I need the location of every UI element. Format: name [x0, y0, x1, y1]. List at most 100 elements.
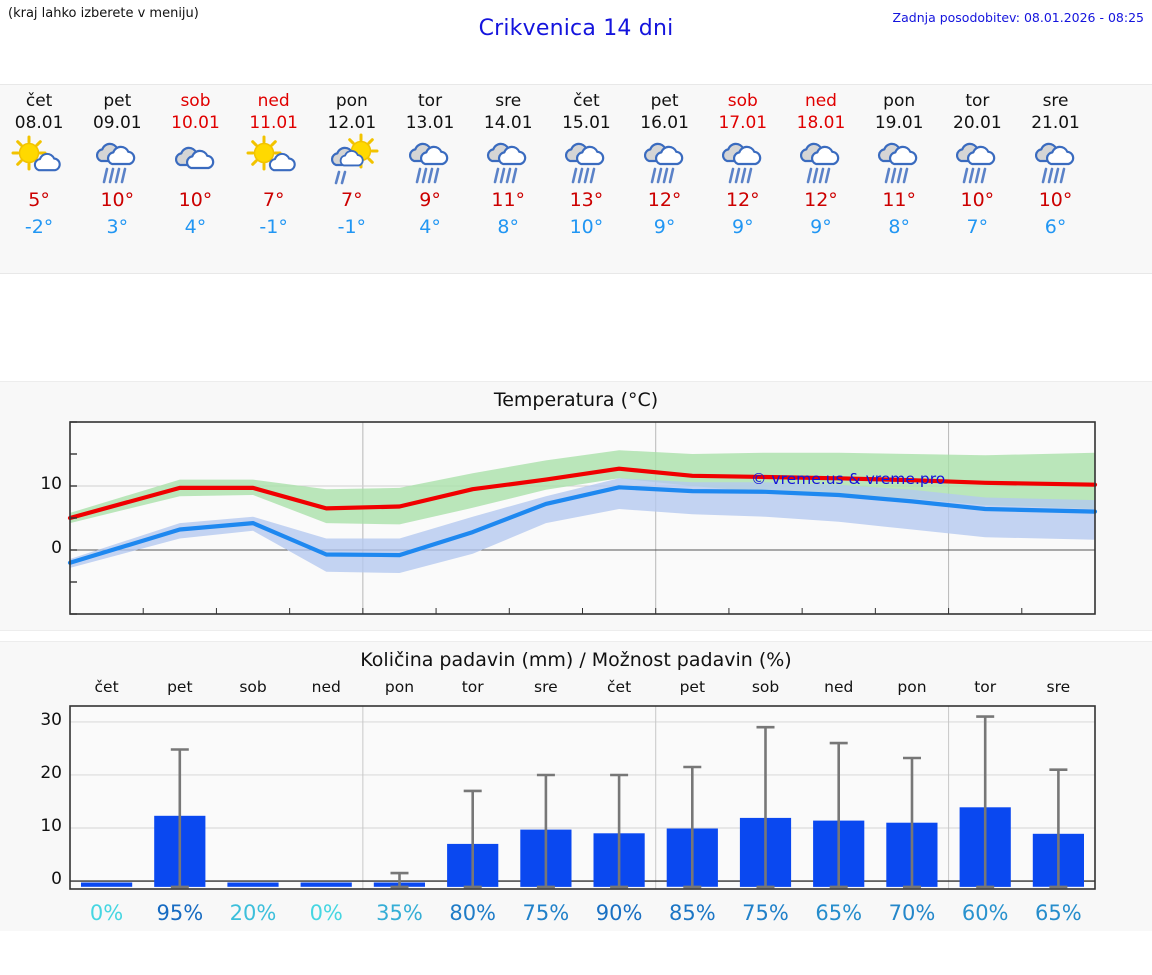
day-column: ned 11.01 7° -1°: [235, 85, 313, 273]
precipitation-bar: [227, 882, 279, 887]
max-temperature-label: 10°: [178, 189, 213, 211]
rain-cloud-icon: [481, 136, 535, 186]
max-temperature-label: 9°: [419, 189, 441, 211]
day-of-week-label: pon: [335, 91, 368, 111]
day-of-week-label: sre: [495, 91, 522, 111]
day-of-week-label: čet: [25, 91, 53, 111]
day-column: pet 09.01 10° 3°: [78, 85, 156, 273]
day-date-label: 09.01: [92, 113, 142, 133]
precipitation-probability-label: 0%: [309, 901, 343, 925]
max-temperature-label: 12°: [804, 189, 838, 211]
precipitation-day-label: pon: [384, 678, 415, 696]
precipitation-day-label: čet: [607, 678, 632, 696]
day-date-label: 11.01: [249, 113, 298, 133]
min-temperature-label: -2°: [24, 216, 54, 238]
day-column: pon 19.01 11° 8°: [860, 85, 938, 273]
sun-cloud-rain-icon: [325, 133, 379, 186]
precipitation-probability-label: 90%: [595, 901, 643, 925]
day-of-week-label: tor: [965, 91, 990, 111]
precipitation-day-label: sre: [1046, 678, 1071, 696]
last-updated-label: Zadnja posodobitev: 08.01.2026 - 08:25: [892, 10, 1144, 25]
precipitation-probability-label: 95%: [156, 901, 204, 925]
precipitation-bar: [81, 882, 133, 887]
day-date-label: 21.01: [1031, 113, 1080, 133]
max-temperature-label: 11°: [491, 189, 526, 211]
precipitation-y-tick-label: 30: [40, 709, 62, 730]
day-of-week-label: pet: [650, 91, 679, 111]
precipitation-probability-label: 85%: [668, 901, 716, 925]
rain-cloud-icon: [403, 136, 457, 186]
precipitation-day-label: pon: [897, 678, 927, 696]
day-of-week-label: čet: [573, 91, 600, 111]
day-date-label: 08.01: [14, 113, 64, 133]
rain-cloud-icon: [90, 136, 144, 186]
precipitation-day-label: ned: [311, 678, 341, 696]
day-date-label: 10.01: [171, 113, 220, 133]
day-column: čet 08.01 5° -2°: [0, 85, 78, 273]
max-temperature-label: 5°: [28, 189, 50, 211]
precipitation-day-label: ned: [824, 678, 854, 696]
day-column: čet 15.01 13° 10°: [547, 85, 625, 273]
menu-hint: (kraj lahko izberete v meniju): [8, 6, 199, 21]
day-date-label: 19.01: [874, 113, 924, 133]
precipitation-bar: [300, 882, 352, 887]
precipitation-probability-label: 75%: [742, 901, 789, 925]
day-of-week-label: pet: [103, 91, 132, 111]
day-of-week-label: tor: [418, 91, 443, 111]
precipitation-probability-label: 65%: [815, 901, 863, 925]
precipitation-probability-label: 80%: [449, 901, 497, 925]
day-column: sob 10.01 10° 4°: [156, 85, 234, 273]
precipitation-probability-label: 65%: [1035, 901, 1082, 925]
temperature-chart: 0 10 © vreme.us & vreme.pro: [0, 382, 1152, 632]
max-temperature-label: 7°: [262, 189, 285, 211]
precipitation-day-label: sob: [751, 678, 780, 696]
day-column: tor 13.01 9° 4°: [391, 85, 469, 273]
precipitation-probability-label: 0%: [89, 901, 124, 925]
day-of-week-label: pon: [883, 91, 916, 111]
max-temperature-label: 10°: [100, 189, 135, 211]
min-temperature-label: 9°: [653, 216, 676, 238]
day-column: sre 14.01 11° 8°: [469, 85, 547, 273]
precipitation-chart-title: Količina padavin (mm) / Možnost padavin …: [360, 649, 792, 671]
precipitation-day-label: tor: [461, 678, 484, 696]
precipitation-probability-label: 75%: [522, 901, 570, 925]
page-title: Crikvenica 14 dni: [478, 16, 674, 41]
rain-cloud-icon: [716, 136, 770, 186]
max-temperature-label: 10°: [1038, 189, 1073, 211]
min-temperature-label: 6°: [1044, 216, 1067, 238]
min-temperature-label: 8°: [497, 216, 520, 238]
day-column: pet 16.01 12° 9°: [626, 85, 704, 273]
precipitation-chart: 0 10 20 30 čet pet sob ned pon tor sre čet pet sob ned…: [0, 642, 1152, 932]
day-date-label: 20.01: [953, 113, 1002, 133]
min-temperature-label: -1°: [337, 216, 367, 238]
day-of-week-label: sre: [1042, 91, 1069, 111]
precipitation-day-label: sre: [534, 678, 558, 696]
precipitation-probability-label: 20%: [229, 901, 277, 925]
precipitation-day-label: čet: [94, 678, 119, 696]
day-of-week-label: sob: [180, 91, 211, 111]
day-date-label: 16.01: [640, 113, 689, 133]
min-temperature-label: 9°: [810, 216, 832, 238]
precipitation-y-tick-label: 10: [40, 816, 62, 836]
day-column: sre 21.01 10° 6°: [1016, 85, 1094, 273]
precipitation-day-label: pet: [167, 678, 193, 696]
day-date-label: 15.01: [562, 113, 611, 133]
day-date-label: 18.01: [796, 113, 846, 133]
day-date-label: 13.01: [405, 113, 455, 133]
day-date-label: 12.01: [327, 113, 377, 133]
max-temperature-label: 11°: [882, 189, 916, 211]
max-temperature-label: 12°: [647, 189, 682, 211]
max-temperature-label: 7°: [341, 189, 363, 211]
temperature-y-tick-label: 0: [51, 538, 62, 558]
temperature-chart-section: Temperatura (°C) 0 10 © vreme.us & vreme.p…: [0, 381, 1152, 631]
precipitation-chart-section: Količina padavin (mm) / Možnost padavin …: [0, 641, 1152, 931]
max-temperature-label: 10°: [960, 189, 995, 211]
precipitation-day-label: pet: [679, 678, 706, 696]
min-temperature-label: 3°: [106, 216, 129, 238]
day-of-week-label: ned: [804, 91, 837, 111]
temperature-y-tick-label: 10: [40, 474, 62, 494]
temperature-chart-title: Temperatura (°C): [493, 389, 659, 411]
precipitation-probability-label: 60%: [961, 901, 1009, 925]
min-temperature-label: 4°: [184, 216, 207, 238]
day-date-label: 17.01: [718, 113, 768, 133]
